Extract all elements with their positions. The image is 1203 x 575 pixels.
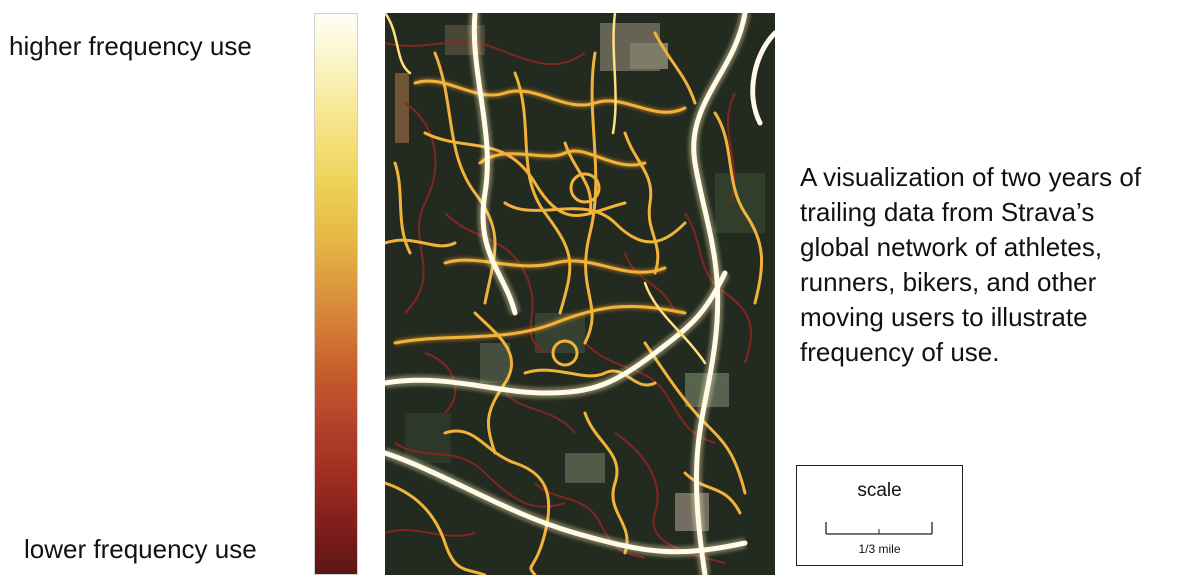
caption-line-1: A visualization of two years of xyxy=(800,162,1142,192)
caption-line-3: global network of athletes, xyxy=(800,232,1103,262)
scale-distance-label: 1/3 mile xyxy=(858,542,901,556)
caption-line-4: runners, bikers, and other xyxy=(800,267,1097,297)
map-caption: A visualization of two years of trailing… xyxy=(800,160,1200,370)
legend-low-label: lower frequency use xyxy=(24,534,257,564)
scale-bar xyxy=(825,522,933,535)
caption-line-5: moving users to illustrate xyxy=(800,302,1088,332)
high-use-trails xyxy=(385,13,775,575)
scale-title: scale xyxy=(857,480,902,501)
legend-high-label: higher frequency use xyxy=(9,31,252,61)
caption-line-2: trailing data from Strava’s xyxy=(800,197,1095,227)
low-use-trails xyxy=(385,41,752,564)
scale-box: scale 1/3 mile xyxy=(796,465,963,566)
trail-highlights xyxy=(385,13,707,365)
caption-line-6: frequency of use. xyxy=(800,337,1000,367)
trail-heatmap-svg xyxy=(385,13,775,575)
mid-use-trails xyxy=(385,31,764,575)
frequency-color-ramp xyxy=(314,13,358,575)
trail-heatmap[interactable] xyxy=(385,13,775,575)
